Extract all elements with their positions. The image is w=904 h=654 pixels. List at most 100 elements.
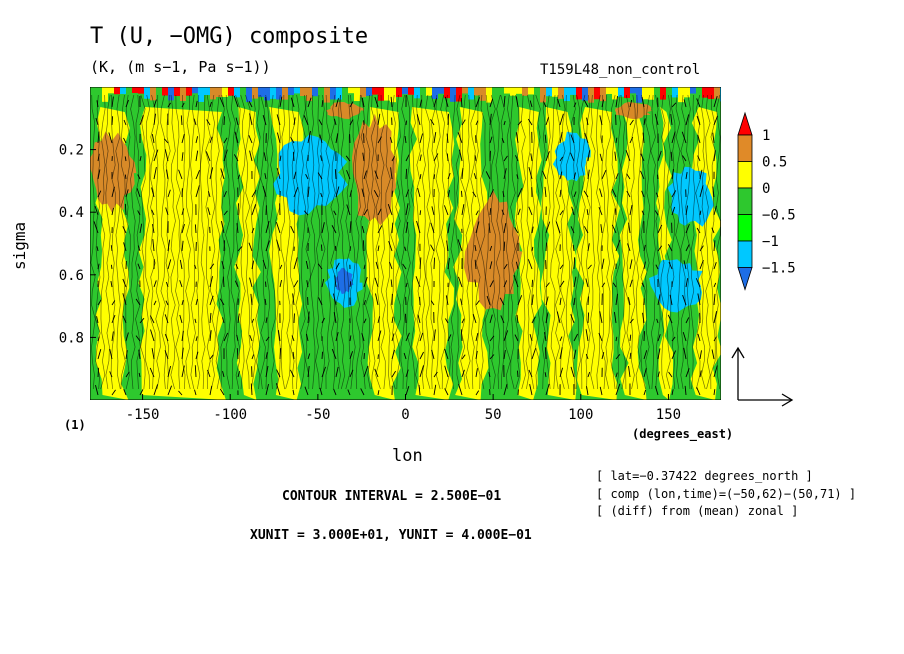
vector-arrow xyxy=(363,300,366,306)
colorbar-label: −1.5 xyxy=(762,261,796,277)
vector-arrow xyxy=(585,278,589,288)
vector-arrow xyxy=(319,134,323,144)
upper-layer-cell xyxy=(330,87,336,100)
vector-arrow xyxy=(531,226,534,234)
contour-line xyxy=(370,94,376,390)
vector-arrow xyxy=(489,335,495,342)
vector-arrow xyxy=(361,226,365,234)
vector-arrow xyxy=(712,186,715,198)
vector-arrow xyxy=(685,205,688,216)
vector-arrow xyxy=(335,366,339,378)
chart-title: T (U, −OMG) composite xyxy=(90,24,369,49)
upper-layer-cell xyxy=(486,87,492,103)
vector-arrow xyxy=(628,366,631,378)
vector-arrow xyxy=(489,354,495,360)
vector-arrow xyxy=(489,113,492,126)
vector-arrow xyxy=(586,117,589,126)
vector-arrow xyxy=(643,367,647,378)
vector-arrow xyxy=(444,365,449,378)
vector-arrow xyxy=(544,372,547,378)
vector-arrow xyxy=(517,208,521,216)
vector-arrow xyxy=(221,261,225,270)
vector-arrow xyxy=(615,293,618,306)
vector-arrow xyxy=(375,293,379,306)
vector-arrow xyxy=(699,259,704,270)
contour-line xyxy=(495,94,501,390)
vector-arrow xyxy=(209,167,214,180)
vector-arrow xyxy=(223,240,225,252)
vector-arrow xyxy=(685,244,690,252)
vector-arrow xyxy=(671,389,674,396)
vector-arrow xyxy=(570,226,575,234)
vector-arrow xyxy=(265,336,270,342)
upper-layer-cell xyxy=(462,87,468,94)
vector-arrow xyxy=(377,330,382,342)
upper-layer-cell xyxy=(336,87,342,100)
vector-arrow xyxy=(443,205,449,216)
vector-arrow xyxy=(265,220,270,234)
vector-arrow xyxy=(194,365,197,378)
vector-arrow xyxy=(97,263,100,270)
vector-arrow xyxy=(123,389,127,396)
contour-line xyxy=(385,94,391,390)
contour-line xyxy=(400,94,406,390)
vector-arrow xyxy=(361,97,365,108)
vector-arrow xyxy=(237,246,243,252)
vector-arrow xyxy=(461,369,465,378)
vector-arrow xyxy=(416,220,421,234)
vector-arrow xyxy=(489,208,492,216)
vector-arrow xyxy=(209,263,215,270)
vector-arrow xyxy=(445,295,449,306)
vector-arrow xyxy=(305,174,309,180)
vector-arrow xyxy=(458,383,463,396)
vector-arrow xyxy=(167,259,172,270)
vector-arrow xyxy=(306,280,309,288)
vector-arrow xyxy=(587,243,590,252)
vector-arrow xyxy=(164,350,169,360)
vector-arrow xyxy=(374,368,379,378)
upper-layer-cell xyxy=(180,87,186,101)
vector-arrow xyxy=(629,318,634,324)
contour-line xyxy=(630,94,636,390)
vector-arrow xyxy=(233,95,239,108)
upper-layer-cell xyxy=(228,87,234,96)
vector-arrow xyxy=(615,239,621,252)
vector-arrow xyxy=(123,137,127,144)
vector-arrow xyxy=(262,185,267,198)
vector-arrow xyxy=(489,280,494,288)
vector-arrow xyxy=(527,259,533,270)
vector-arrow xyxy=(612,282,617,288)
vector-arrow xyxy=(430,118,435,126)
vector-arrow xyxy=(430,244,435,252)
vector-arrow xyxy=(682,294,687,306)
note-comp: [ comp (lon,time)=(−50,62)−(50,71) ] xyxy=(596,487,857,501)
vector-arrow xyxy=(318,297,323,306)
vector-arrow xyxy=(139,389,144,396)
vector-arrow xyxy=(289,369,295,378)
vector-arrow xyxy=(433,98,437,108)
vector-arrow xyxy=(668,261,673,270)
vector-arrow xyxy=(390,279,393,288)
upper-layer-cell xyxy=(444,87,450,99)
vector-arrow xyxy=(713,282,717,288)
upper-layer-cell xyxy=(108,87,114,94)
x-tick-label: -50 xyxy=(305,407,330,423)
vector-arrow xyxy=(405,120,407,126)
upper-layer-cell xyxy=(552,87,558,97)
vector-arrow xyxy=(334,275,337,288)
vector-arrow xyxy=(123,242,127,252)
vector-arrow xyxy=(713,150,716,162)
vector-arrow xyxy=(275,222,281,234)
vector-arrow xyxy=(528,206,533,216)
vector-arrow xyxy=(219,388,225,396)
vector-arrow xyxy=(209,330,212,342)
vector-arrow xyxy=(489,314,493,324)
upper-layer-cell xyxy=(504,87,510,94)
vector-arrow xyxy=(97,336,100,342)
vector-arrow xyxy=(279,279,282,288)
vector-arrow xyxy=(697,293,701,306)
vector-arrow xyxy=(583,226,589,234)
vector-arrow xyxy=(613,311,617,324)
vector-arrow xyxy=(195,150,199,162)
vector-arrow xyxy=(433,371,438,378)
